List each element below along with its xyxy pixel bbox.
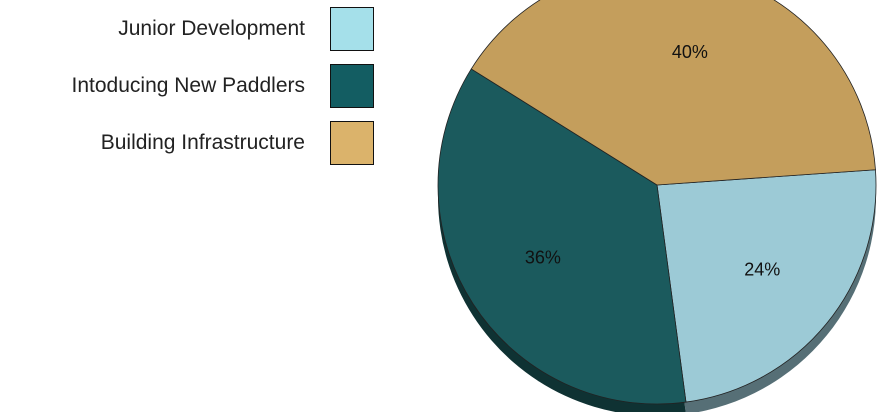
- legend-swatch-junior-development: [330, 7, 374, 51]
- pie-label-building-infrastructure: 40%: [672, 42, 708, 62]
- legend-label-building-infrastructure: Building Infrastructure: [100, 131, 305, 154]
- legend-label-introducing-new-paddlers: Intoducing New Paddlers: [71, 74, 305, 97]
- legend-label-junior-development: Junior Development: [118, 17, 305, 40]
- pie-label-intoducing-new-paddlers: 36%: [525, 247, 561, 267]
- pie-slice-building-infrastructure: [470, 0, 876, 186]
- legend-swatch-building-infrastructure: [330, 121, 374, 165]
- pie-slice-junior-development: [656, 169, 877, 403]
- legend-item-introducing-new-paddlers: Intoducing New Paddlers: [0, 64, 380, 108]
- legend: Junior Development Intoducing New Paddle…: [0, 0, 380, 170]
- legend-item-building-infrastructure: Building Infrastructure: [0, 121, 380, 165]
- pie-slice-intoducing-new-paddlers: [437, 68, 687, 405]
- legend-swatch-introducing-new-paddlers: [330, 64, 374, 108]
- pie-labels: 24% 36% 40%: [525, 42, 780, 280]
- legend-item-junior-development: Junior Development: [0, 7, 380, 51]
- pie-slices: [437, 0, 877, 405]
- pie-label-junior-development: 24%: [744, 260, 780, 280]
